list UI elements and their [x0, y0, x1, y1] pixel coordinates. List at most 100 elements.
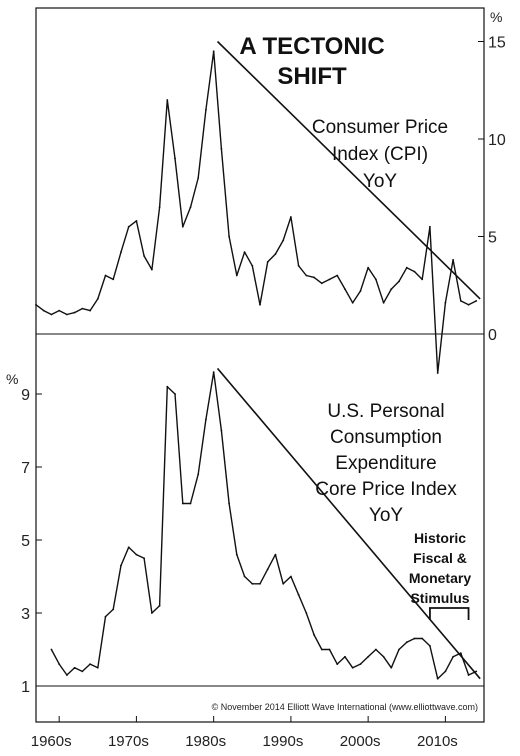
cpi-data-point — [421, 278, 424, 281]
pce-data-point — [120, 564, 122, 567]
pce-data-point — [143, 557, 146, 560]
pce-data-point — [174, 393, 176, 395]
pce-data-point — [150, 612, 153, 614]
pce-data-point — [313, 634, 315, 636]
cpi-data-point — [35, 303, 37, 306]
pce-data-point — [205, 418, 207, 421]
pce-data-point — [297, 593, 300, 596]
pce-data-point — [65, 674, 68, 676]
pce-y-tick-label: 7 — [21, 460, 30, 477]
pce-annotation-line: U.S. Personal — [327, 401, 444, 422]
cpi-data-point — [398, 280, 400, 283]
pce-annotation-line: YoY — [369, 505, 403, 526]
pce-data-point — [328, 648, 331, 651]
pce-data-point — [212, 371, 215, 373]
plot-border — [35, 7, 485, 723]
pce-data-point — [390, 666, 393, 669]
cpi-data-point — [42, 309, 45, 312]
pce-series-line — [50, 371, 477, 680]
cpi-data-point — [282, 239, 285, 242]
cpi-data-point — [235, 274, 238, 277]
pce-unit-label: % — [6, 371, 18, 387]
cpi-data-point — [405, 266, 408, 269]
cpi-data-point — [143, 255, 146, 257]
cpi-data-point — [112, 278, 115, 281]
pce-data-point — [444, 670, 447, 673]
cpi-data-point — [251, 264, 254, 267]
pce-data-point — [452, 655, 455, 658]
stimulus-bracket — [429, 607, 470, 620]
cpi-data-point — [367, 266, 370, 269]
pce-data-point — [336, 663, 339, 665]
pce-data-point — [189, 502, 192, 505]
pce-data-point — [459, 652, 462, 655]
cpi-data-point — [274, 253, 277, 255]
stimulus-callout-line: Stimulus — [410, 590, 469, 606]
pce-data-point — [289, 575, 292, 578]
pce-data-point — [405, 641, 408, 644]
pce-data-point — [158, 604, 161, 607]
pce-data-point — [282, 582, 285, 585]
cpi-data-point — [212, 50, 215, 53]
cpi-data-point — [336, 274, 339, 277]
cpi-data-point — [81, 307, 84, 310]
cpi-data-point — [359, 290, 362, 292]
cpi-data-point — [127, 225, 130, 228]
pce-data-point — [181, 502, 184, 505]
stimulus-callout-line: Fiscal & — [413, 550, 467, 566]
pce-data-point — [467, 674, 470, 676]
pce-annotation-line: Consumption — [330, 427, 442, 448]
cpi-data-point — [289, 216, 292, 218]
pce-data-point — [197, 473, 200, 476]
pce-data-point — [305, 612, 308, 614]
cpi-trendline — [216, 40, 481, 300]
pce-data-point — [259, 582, 261, 585]
pce-y-tick-label: 5 — [21, 533, 30, 550]
cpi-data-point — [390, 288, 393, 291]
cpi-y-tick-label: 0 — [488, 327, 497, 344]
cpi-annotation-line: YoY — [363, 171, 397, 192]
x-tick-label: 1990s — [262, 733, 303, 750]
pce-data-point — [135, 553, 138, 556]
cpi-data-point — [459, 299, 462, 302]
pce-data-point — [243, 575, 246, 578]
pce-data-point — [382, 655, 385, 658]
cpi-data-point — [436, 372, 439, 374]
x-axis: 1960s 1970s 1980s 1990s 2000s 2010s — [31, 716, 458, 750]
pce-data-point — [320, 648, 323, 651]
cpi-data-point — [220, 147, 223, 150]
cpi-data-point — [351, 301, 354, 304]
pce-data-point — [274, 553, 277, 556]
cpi-data-point — [174, 157, 176, 160]
pce-data-point — [351, 666, 354, 669]
cpi-unit-label: % — [490, 9, 502, 25]
cpi-data-point — [197, 177, 200, 179]
pce-data-point — [421, 637, 424, 640]
cpi-annotation-line: Consumer Price — [312, 117, 448, 138]
pce-annotation-line: Core Price Index — [315, 479, 457, 500]
pce-annotation-line: Expenditure — [335, 453, 436, 474]
pce-data-point — [228, 502, 231, 505]
pce-data-point — [398, 648, 400, 651]
pce-data-point — [436, 677, 439, 680]
pce-data-point — [413, 637, 416, 640]
chart-frame — [35, 7, 485, 723]
cpi-series-line — [35, 50, 477, 374]
cpi-data-point — [158, 206, 161, 209]
cpi-data-point — [382, 301, 385, 304]
cpi-data-point — [189, 206, 192, 209]
pce-data-point — [429, 644, 431, 647]
pce-data-point — [266, 568, 269, 571]
cpi-y-tick-label: 5 — [488, 230, 497, 247]
x-tick-label: 2010s — [417, 733, 458, 750]
cpi-data-point — [344, 288, 346, 291]
pce-data-point — [235, 553, 238, 556]
x-tick-label: 1970s — [108, 733, 149, 750]
cpi-data-point — [50, 313, 53, 316]
cpi-data-point — [120, 251, 122, 254]
cpi-panel: 15 10 5 0% A TECTONIC SHIFT Consumer Price Inde… — [35, 9, 506, 374]
cpi-data-point — [58, 309, 61, 312]
pce-y-tick-label: 9 — [21, 387, 30, 404]
cpi-data-point — [181, 225, 184, 228]
